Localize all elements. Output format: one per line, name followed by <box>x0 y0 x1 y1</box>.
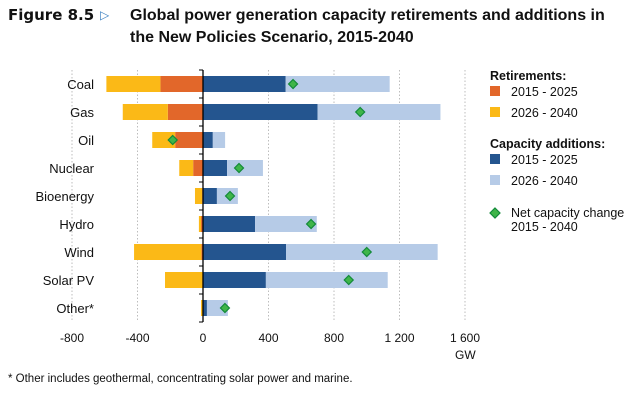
net-marker-wind <box>361 246 373 258</box>
chart: Coal Gas Oil Nuclear Bioenergy Hydro Wind Solar… <box>35 69 624 362</box>
legend-swatch-add_2015_2025 <box>490 154 500 164</box>
net-marker-nuclear <box>233 162 245 174</box>
bar-wind-series-0 <box>201 244 203 260</box>
legend: Retirements: Capacity additions: 2015 - … <box>489 69 624 234</box>
bar-gas-series-0 <box>167 104 203 120</box>
bar-gas-series-1 <box>122 104 168 120</box>
legend-label: 2026 - 2040 <box>511 174 578 188</box>
bar-solarpv-series-2 <box>203 272 266 288</box>
category-label: Other* <box>56 301 94 316</box>
bar-hydro-series-1 <box>198 216 202 232</box>
category-label: Gas <box>70 105 94 120</box>
category-label: Wind <box>64 245 94 260</box>
category-label: Nuclear <box>49 161 94 176</box>
legend-label: 2015 - 2040 <box>511 220 578 234</box>
x-tick-label: 800 <box>324 331 344 345</box>
net-marker-bioenergy <box>224 190 236 202</box>
legend-swatch-add_2026_2040 <box>490 175 500 185</box>
bar-nuclear-series-2 <box>203 160 228 176</box>
x-tick-label: -400 <box>125 331 149 345</box>
legend-label: 2015 - 2025 <box>511 153 578 167</box>
x-tick-label: -800 <box>60 331 84 345</box>
legend-swatch-retire_2026_2040 <box>490 107 500 117</box>
legend-swatch-retire_2015_2025 <box>490 86 500 96</box>
legend-label: 2026 - 2040 <box>511 106 578 120</box>
legend-label: Net capacity change <box>511 206 624 220</box>
bar-gas-series-3 <box>317 104 441 120</box>
figure-number: Figure 8.5 <box>8 6 95 24</box>
category-label: Coal <box>67 77 94 92</box>
bar-oil-series-0 <box>175 132 203 148</box>
bar-coal-series-1 <box>106 76 161 92</box>
net-markers <box>167 78 373 314</box>
bar-oil-series-2 <box>203 132 213 148</box>
category-label: Oil <box>78 133 94 148</box>
bar-other-series-3 <box>206 300 228 316</box>
bars <box>106 76 441 316</box>
chart-title: Global power generation capacity retirem… <box>130 7 605 46</box>
bar-nuclear-series-3 <box>227 160 263 176</box>
bar-gas-series-2 <box>203 104 318 120</box>
net-marker-gas <box>354 106 366 118</box>
bar-hydro-series-0 <box>201 216 203 232</box>
footnote: * Other includes geothermal, concentrati… <box>8 373 353 385</box>
x-tick-label: 400 <box>258 331 278 345</box>
category-label: Hydro <box>59 217 94 232</box>
bar-oil-series-3 <box>212 132 226 148</box>
legend-heading-retirements: Retirements: <box>490 69 566 83</box>
x-tick-label: 1 200 <box>384 331 414 345</box>
x-axis-label: GW <box>455 348 476 362</box>
net-marker-other <box>219 302 231 314</box>
bar-coal-series-0 <box>160 76 203 92</box>
legend-heading-additions: Capacity additions: <box>490 137 605 151</box>
x-tick-labels: -800 -400 0 400 800 1 200 1 600 <box>60 331 480 345</box>
bar-nuclear-series-1 <box>179 160 194 176</box>
legend-label: 2015 - 2025 <box>511 85 578 99</box>
bar-solarpv-series-1 <box>165 272 203 288</box>
net-marker-solarpv <box>343 274 355 286</box>
bar-hydro-series-2 <box>203 216 256 232</box>
bar-other-series-1 <box>201 300 203 316</box>
net-marker-hydro <box>305 218 317 230</box>
bar-hydro-series-3 <box>255 216 317 232</box>
legend-diamond-icon <box>489 207 501 219</box>
x-tick-label: 1 600 <box>450 331 480 345</box>
bar-solarpv-series-3 <box>265 272 388 288</box>
bar-wind-series-1 <box>134 244 202 260</box>
y-axis <box>199 69 204 323</box>
bar-oil-series-1 <box>152 132 176 148</box>
net-marker-coal <box>287 78 299 90</box>
category-label: Solar PV <box>43 273 95 288</box>
category-labels: Coal Gas Oil Nuclear Bioenergy Hydro Wind Solar… <box>35 77 94 316</box>
bar-coal-series-2 <box>203 76 286 92</box>
x-tick-label: 0 <box>200 331 207 345</box>
bar-coal-series-3 <box>285 76 390 92</box>
bar-bioenergy-series-1 <box>194 188 203 204</box>
bar-bioenergy-series-2 <box>203 188 217 204</box>
bar-nuclear-series-0 <box>193 160 203 176</box>
bar-wind-series-2 <box>203 244 287 260</box>
triangle-arrow-icon: ▷ <box>100 8 110 22</box>
category-label: Bioenergy <box>35 189 94 204</box>
net-marker-oil <box>167 134 179 146</box>
bar-other-series-2 <box>203 300 207 316</box>
